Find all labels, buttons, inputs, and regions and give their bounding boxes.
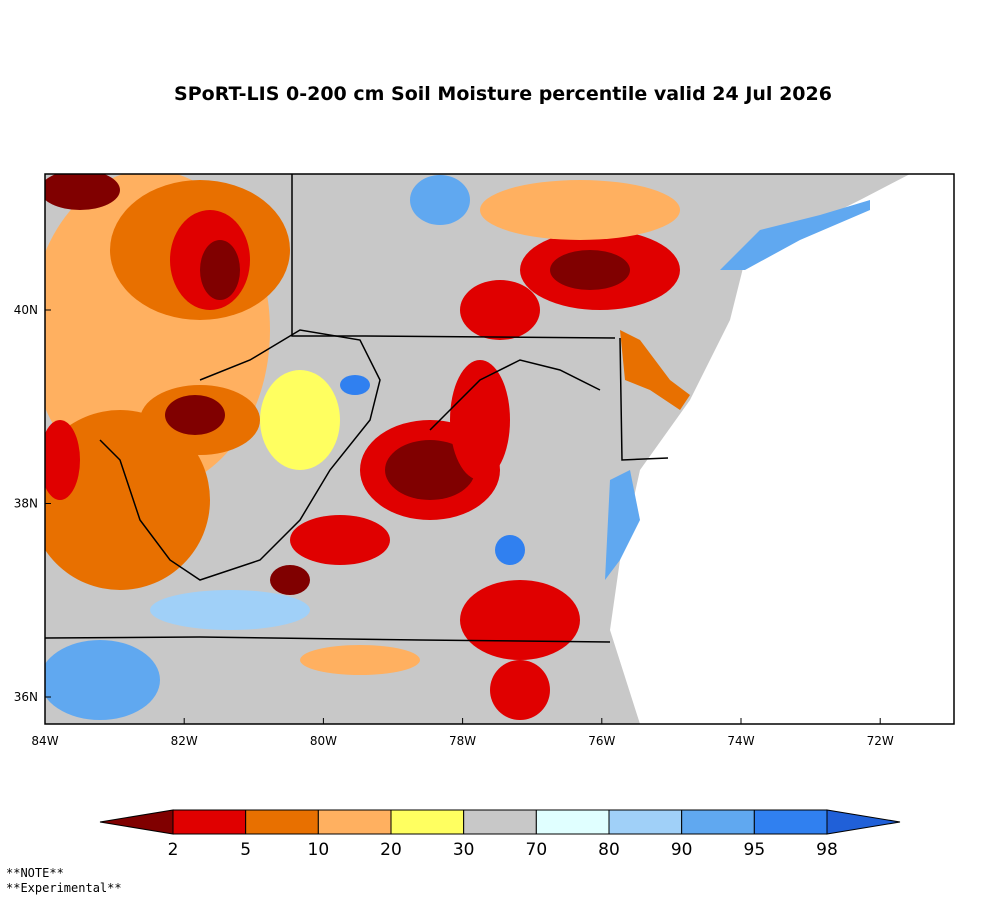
lon-label: 84W (31, 734, 58, 748)
legend-label: 95 (744, 840, 766, 860)
note: **NOTE** (6, 866, 64, 880)
legend-swatch (390, 809, 465, 835)
legend-swatch (608, 809, 683, 835)
legend-swatch (753, 809, 828, 835)
lon-label: 74W (727, 734, 754, 748)
moisture-field (45, 174, 954, 724)
legend-swatch (681, 809, 755, 835)
legend-label: 30 (453, 840, 475, 860)
lon-label: 82W (171, 734, 198, 748)
legend-swatch (245, 809, 319, 835)
legend-label: 98 (816, 840, 838, 860)
legend-swatch (535, 809, 610, 835)
legend-label: 90 (671, 840, 693, 860)
legend-arrow (99, 809, 174, 835)
lat-label: 40N (14, 303, 38, 317)
lon-label: 72W (867, 734, 894, 748)
lat-label: 36N (14, 690, 38, 704)
legend-label: 20 (380, 840, 402, 860)
map-frame (44, 173, 955, 725)
lon-label: 78W (449, 734, 476, 748)
legend-swatch (172, 809, 247, 835)
legend-swatch (463, 809, 537, 835)
legend-label: 80 (598, 840, 620, 860)
map-title: SPoRT-LIS 0-200 cm Soil Moisture percent… (174, 83, 832, 105)
legend-swatch (317, 809, 392, 835)
lon-label: 80W (310, 734, 337, 748)
legend-label: 10 (308, 840, 330, 860)
lat-label: 38N (14, 497, 38, 511)
legend-label: 70 (526, 840, 548, 860)
lon-label: 76W (588, 734, 615, 748)
legend-arrow (826, 809, 901, 835)
note: **Experimental** (6, 881, 122, 895)
legend-label: 5 (240, 840, 251, 860)
boundaries (44, 174, 669, 643)
legend-label: 2 (168, 840, 179, 860)
